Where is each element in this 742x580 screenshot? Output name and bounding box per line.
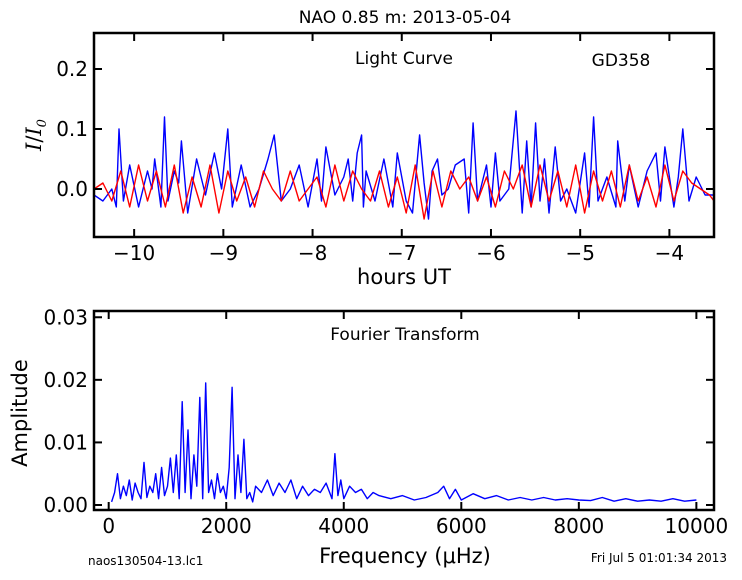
- light-curve-ytick-label: 0.0: [56, 177, 88, 201]
- light-curve-ytick-label: 0.2: [56, 57, 88, 81]
- fourier-xtick-label: 2000: [201, 514, 252, 538]
- fourier-axes: 0 2000 4000 6000 8000 10000 0.00 0.01 0.02 0.03: [43, 305, 728, 538]
- fourier-xlabel: Frequency (μHz): [319, 544, 491, 568]
- fourier-ytick-label: 0.02: [43, 368, 88, 392]
- light-curve-xtick-label: −6: [476, 241, 505, 265]
- fourier-xtick-label: 4000: [318, 514, 369, 538]
- light-curve-ytick-label: 0.1: [56, 117, 88, 141]
- fourier-panel: 0 2000 4000 6000 8000 10000 0.00 0.01 0.02 0.03 F…: [8, 305, 728, 568]
- light-curve-axes: −10 −9 −8 −7 −6 −5 −4 0.0 0.1 0.2: [56, 33, 714, 265]
- fourier-xtick-label: 10000: [665, 514, 729, 538]
- fourier-frame: [92, 309, 716, 512]
- light-curve-ylabel: I/I0: [22, 119, 50, 152]
- light-curve-xtick-label: −5: [565, 241, 594, 265]
- footer-filename: naos130504-13.lc1: [88, 554, 203, 568]
- light-curve-xtick-label: −8: [298, 241, 327, 265]
- fourier-xtick-label: 0: [102, 514, 115, 538]
- light-curve-xtick-label: −10: [113, 241, 155, 265]
- light-curve-annotation: Light Curve: [355, 49, 453, 69]
- light-curve-xtick-label: −9: [209, 241, 238, 265]
- footer-timestamp: Fri Jul 5 01:01:34 2013: [591, 551, 727, 565]
- light-curve-plot-area: [94, 110, 714, 220]
- light-curve-series-1: [94, 164, 714, 220]
- fourier-ytick-label: 0.03: [43, 305, 88, 329]
- fourier-plot-area: [110, 382, 697, 503]
- fourier-ytick-label: 0.01: [43, 430, 88, 454]
- figure-title: NAO 0.85 m: 2013-05-04: [299, 8, 512, 28]
- fourier-series-0: [110, 382, 697, 503]
- fourier-ytick-label: 0.00: [43, 493, 88, 517]
- light-curve-panel: −10 −9 −8 −7 −6 −5 −4 0.0 0.1 0.2 Light Curve GD3…: [22, 31, 716, 289]
- fourier-ylabel: Amplitude: [8, 359, 32, 467]
- object-label: GD358: [592, 51, 651, 71]
- svg-text:I/I0: I/I0: [22, 119, 50, 152]
- fourier-xtick-label: 8000: [553, 514, 604, 538]
- fourier-xtick-label: 6000: [436, 514, 487, 538]
- light-curve-xtick-label: −7: [387, 241, 416, 265]
- fourier-annotation: Fourier Transform: [330, 325, 479, 345]
- light-curve-frame: [92, 31, 716, 239]
- light-curve-xtick-label: −4: [655, 241, 684, 265]
- light-curve-xlabel: hours UT: [357, 265, 451, 289]
